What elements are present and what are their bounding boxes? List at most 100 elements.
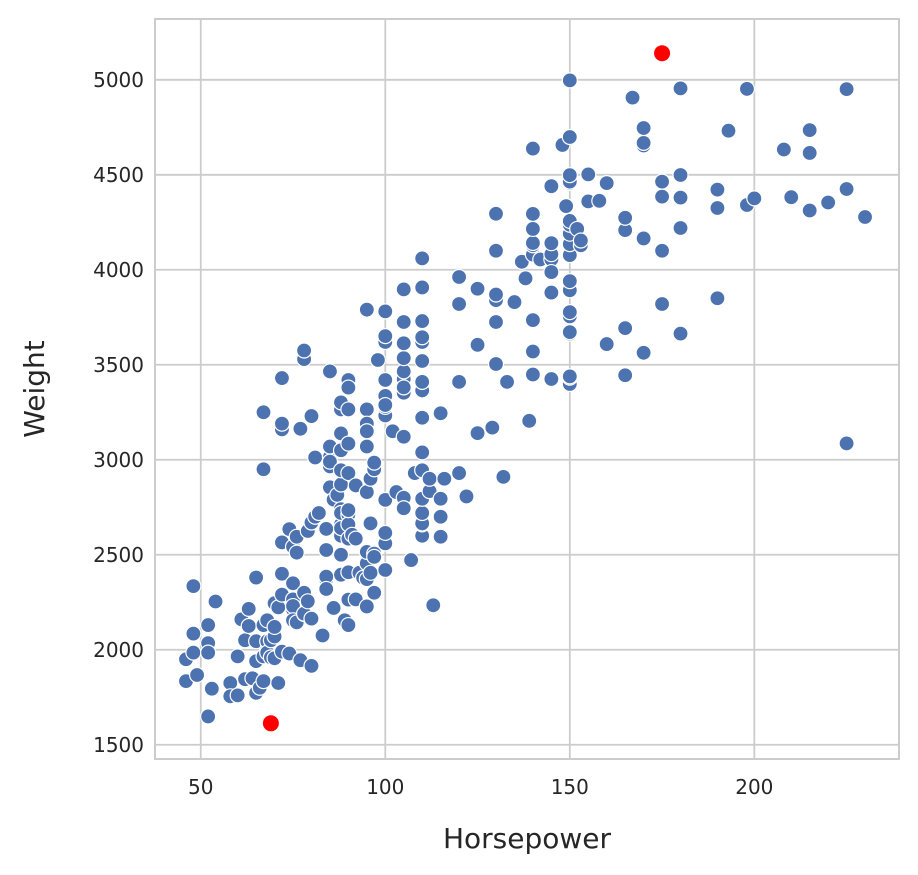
data-point (414, 373, 431, 390)
data-point (432, 508, 449, 525)
data-point (414, 329, 431, 346)
data-point (495, 468, 512, 485)
data-point (672, 219, 689, 237)
data-point (358, 598, 375, 615)
data-point (318, 541, 335, 559)
data-point (672, 189, 689, 206)
data-point (332, 546, 350, 563)
y-axis-label: Weight (18, 340, 51, 438)
data-point (358, 301, 375, 318)
data-point (432, 490, 449, 507)
data-point (395, 335, 412, 352)
data-point (200, 616, 217, 634)
x-tick-label: 150 (551, 775, 589, 799)
data-point (321, 453, 339, 470)
data-point (543, 178, 560, 195)
data-point (366, 454, 383, 471)
data-point (672, 166, 689, 184)
data-point (203, 680, 220, 697)
data-point (561, 167, 578, 184)
data-point (561, 323, 578, 341)
y-tick-label: 4500 (93, 163, 144, 187)
plot-frame (154, 18, 900, 760)
data-point (543, 235, 560, 252)
x-tick-label: 50 (188, 775, 213, 799)
data-point (838, 435, 855, 452)
data-point (358, 423, 375, 440)
data-point (185, 625, 202, 642)
data-point (720, 122, 737, 139)
data-point (591, 192, 608, 209)
data-point (340, 401, 357, 418)
data-point (340, 435, 357, 452)
data-point (524, 140, 542, 157)
data-point (299, 593, 316, 610)
data-point (362, 515, 379, 532)
data-point (487, 242, 505, 259)
data-point (561, 72, 578, 89)
data-point (709, 199, 726, 217)
data-point (421, 470, 438, 487)
data-point (469, 336, 486, 353)
data-point (229, 687, 246, 704)
data-point (310, 504, 327, 522)
data-point (432, 528, 449, 545)
y-tick-label: 3500 (93, 353, 144, 377)
data-point (340, 502, 357, 519)
x-tick-label: 100 (366, 775, 404, 799)
data-point (395, 500, 412, 517)
data-point (266, 618, 283, 636)
data-point (340, 379, 357, 396)
y-tick-label: 2500 (93, 543, 144, 567)
data-point (395, 350, 412, 367)
data-point (377, 524, 394, 542)
data-point (653, 242, 671, 259)
data-point (436, 470, 453, 487)
data-point (498, 373, 516, 390)
data-point (775, 141, 792, 158)
data-point (838, 180, 855, 198)
data-point (325, 599, 342, 617)
data-point (240, 617, 257, 635)
data-points (177, 45, 874, 732)
y-tick-label: 1500 (93, 733, 144, 757)
data-point (543, 284, 560, 301)
x-axis-label: Horsepower (443, 822, 612, 855)
data-point (377, 303, 394, 320)
data-point (366, 584, 383, 601)
data-point (248, 569, 265, 586)
data-point (318, 580, 335, 598)
data-point (303, 610, 320, 627)
data-point (580, 166, 597, 183)
data-point (318, 520, 335, 538)
data-point (561, 368, 578, 385)
data-point (561, 273, 578, 290)
data-point (395, 281, 412, 298)
data-point (414, 409, 431, 426)
highlight-point (262, 715, 279, 732)
data-point (358, 401, 375, 418)
data-point (487, 286, 505, 303)
data-point (653, 173, 671, 190)
data-point (543, 370, 560, 388)
data-point (487, 205, 505, 222)
data-point (801, 202, 818, 219)
data-point (292, 420, 309, 437)
data-point (240, 600, 257, 618)
data-point (377, 396, 394, 414)
data-point (598, 335, 615, 353)
data-point (617, 320, 634, 337)
data-point (377, 371, 394, 389)
data-point (524, 205, 542, 223)
data-point (709, 181, 726, 198)
y-tick-label: 3000 (93, 448, 144, 472)
data-point (506, 293, 523, 311)
data-point (185, 644, 202, 661)
data-point (377, 327, 394, 345)
data-point (617, 209, 634, 226)
data-point (200, 644, 217, 661)
data-point (273, 565, 291, 582)
highlight-point (654, 45, 671, 62)
data-point (543, 263, 560, 281)
data-point (414, 279, 431, 296)
